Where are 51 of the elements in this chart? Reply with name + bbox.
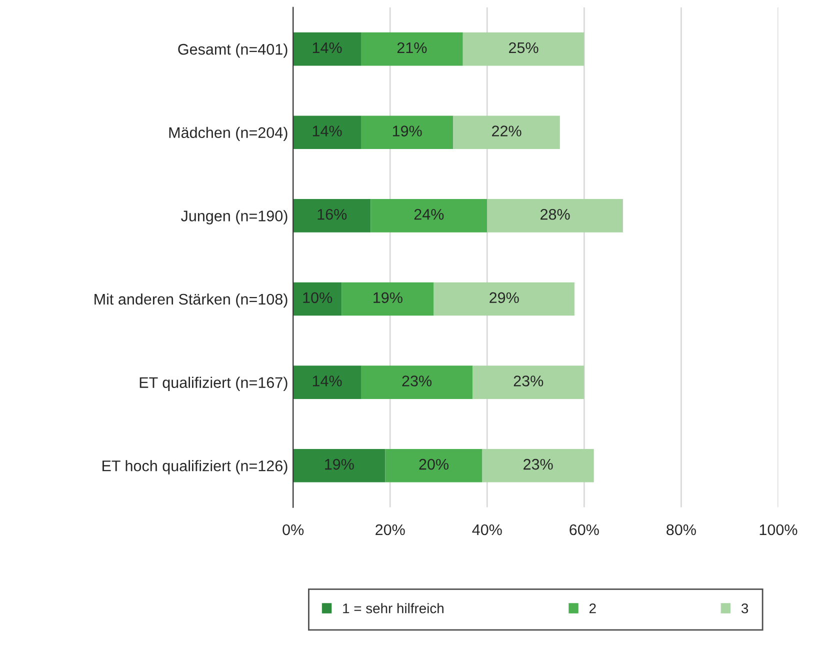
data-label: 22% xyxy=(492,126,522,136)
y-tick-label: Gesamt (n=401) xyxy=(178,44,288,58)
bar xyxy=(385,448,482,482)
y-tick-label: ET qualifiziert (n=167) xyxy=(140,376,288,392)
y-tick-label: ET hoch qualifiziert (n=126) xyxy=(102,460,288,474)
x-tick-label: 100% xyxy=(760,524,798,536)
bar xyxy=(342,282,434,316)
data-label: 10% xyxy=(303,292,332,304)
data-label: 20% xyxy=(419,458,449,470)
bar xyxy=(361,32,463,66)
x-tick-label: 0% xyxy=(282,524,304,536)
bar xyxy=(370,199,488,232)
bar xyxy=(462,32,584,66)
data-label: 23% xyxy=(402,376,432,386)
bar xyxy=(293,116,362,150)
data-label: 28% xyxy=(540,208,570,220)
bar xyxy=(361,116,454,150)
bar xyxy=(453,116,560,150)
bar xyxy=(472,366,584,399)
y-tick-label: Mädchen (n=204) xyxy=(169,126,288,142)
y-tick-label: Mit anderen Stärken (n=108) xyxy=(94,293,288,308)
x-tick-label: 60% xyxy=(570,524,599,536)
data-label: 14% xyxy=(312,42,342,54)
legend-label: 3 xyxy=(741,603,748,614)
data-label: 23% xyxy=(524,458,553,470)
x-tick-label: 40% xyxy=(472,524,502,536)
x-tick-label: 20% xyxy=(376,524,405,536)
data-label: 19% xyxy=(325,458,354,470)
bar xyxy=(434,282,574,316)
bar xyxy=(487,199,623,232)
bar xyxy=(293,448,386,482)
data-label: 14% xyxy=(312,376,342,386)
data-label: 21% xyxy=(397,42,427,54)
bar xyxy=(293,32,362,66)
data-label: 23% xyxy=(514,376,544,386)
data-label: 29% xyxy=(490,292,519,304)
bar xyxy=(482,448,594,482)
y-tick-label: Jungen (n=190) xyxy=(181,210,288,224)
data-label: 24% xyxy=(414,208,444,220)
bar xyxy=(361,366,473,399)
data-label: 25% xyxy=(509,42,538,54)
data-label: 19% xyxy=(392,126,422,136)
data-label: 16% xyxy=(318,208,347,220)
data-label: 19% xyxy=(374,292,402,304)
legend-label: 1 = sehr hilfreich xyxy=(343,603,444,614)
bar xyxy=(293,282,342,316)
data-label: 14% xyxy=(312,126,342,136)
legend-label: 2 xyxy=(589,603,596,614)
x-tick-label: 80% xyxy=(666,524,696,536)
bar xyxy=(293,366,362,399)
bar xyxy=(293,199,371,232)
